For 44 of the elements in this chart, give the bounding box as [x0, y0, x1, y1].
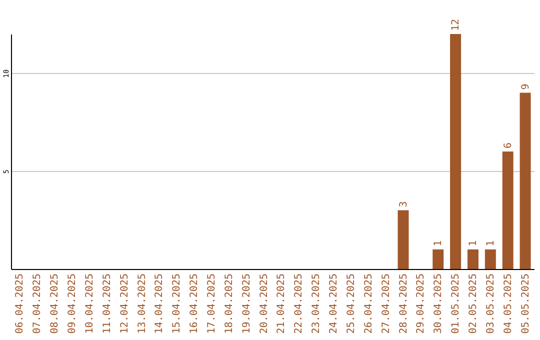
- data-label: 12: [450, 18, 462, 31]
- x-tick-label: 14.04.2025: [154, 274, 166, 334]
- x-tick-label: 21.04.2025: [276, 274, 288, 334]
- x-tick-label: 06.04.2025: [14, 274, 26, 334]
- data-label: 9: [520, 84, 532, 90]
- bar: [502, 152, 514, 269]
- x-tick-label: 04.05.2025: [502, 274, 514, 334]
- x-tick-label: 11.04.2025: [102, 274, 113, 334]
- bar: [398, 210, 409, 269]
- x-tick-label: 08.04.2025: [50, 274, 61, 334]
- bar: [467, 249, 478, 269]
- x-tick-label: 16.04.2025: [189, 274, 200, 334]
- x-tick-label: 20.04.2025: [258, 274, 270, 334]
- data-label: 1: [468, 240, 479, 246]
- x-tick-label: 25.04.2025: [346, 274, 357, 334]
- x-tick-label: 18.04.2025: [224, 274, 235, 334]
- data-label: 3: [398, 201, 410, 208]
- bar: [484, 249, 496, 269]
- data-label: 1: [485, 240, 496, 246]
- data-label: 6: [502, 142, 514, 148]
- x-tick-label: 29.04.2025: [416, 274, 427, 334]
- x-tick-label: 26.04.2025: [363, 274, 374, 334]
- x-tick-label: 03.05.2025: [485, 274, 496, 334]
- data-label: 1: [433, 240, 444, 246]
- x-tick-label: 12.04.2025: [119, 274, 130, 334]
- x-tick-label: 22.04.2025: [294, 274, 305, 334]
- bar: [432, 249, 444, 269]
- x-tick-label: 02.05.2025: [468, 274, 479, 334]
- x-tick-label: 01.05.2025: [450, 274, 462, 334]
- x-tick-label: 28.04.2025: [398, 274, 410, 334]
- bar: [520, 92, 531, 269]
- x-tick-label: 07.04.2025: [32, 274, 44, 334]
- x-tick-label: 19.04.2025: [241, 274, 252, 334]
- x-tick-label: 27.04.2025: [380, 274, 392, 334]
- x-tick-label: 23.04.2025: [311, 274, 322, 334]
- x-tick-label: 24.04.2025: [328, 274, 340, 334]
- x-tick-label: 15.04.2025: [172, 274, 183, 334]
- x-tick-label: 05.05.2025: [520, 274, 532, 334]
- x-tick-label: 09.04.2025: [67, 274, 78, 334]
- x-tick-label: 17.04.2025: [206, 274, 218, 334]
- bar: [450, 34, 462, 269]
- x-tick-label: 10.04.2025: [84, 274, 96, 334]
- x-tick-label: 13.04.2025: [136, 274, 148, 334]
- x-tick-label: 30.04.2025: [433, 274, 444, 334]
